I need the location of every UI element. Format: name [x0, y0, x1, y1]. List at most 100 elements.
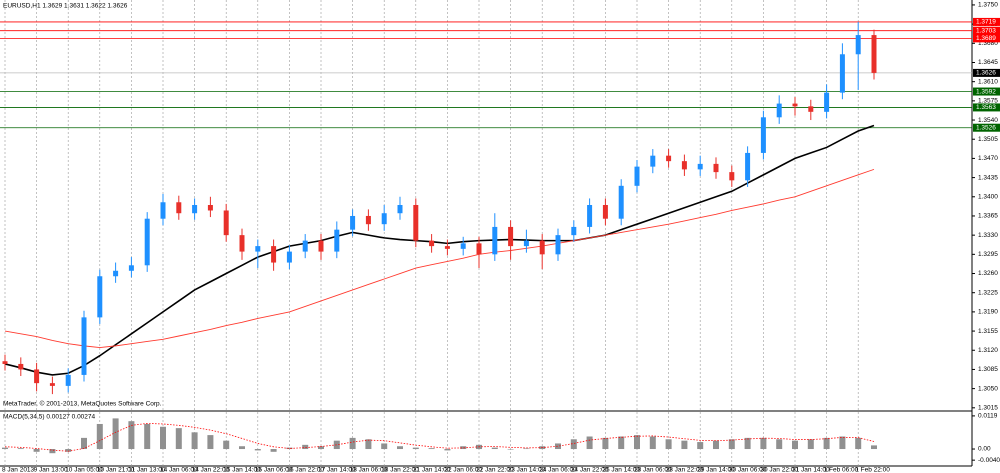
- candle-body: [334, 229, 340, 252]
- candle-body: [634, 166, 640, 186]
- macd-bar: [128, 421, 135, 450]
- macd-bar: [649, 436, 656, 450]
- level-box: [973, 17, 1000, 26]
- macd-bar: [634, 435, 640, 450]
- candle-body: [824, 92, 830, 112]
- candle-body: [429, 240, 435, 247]
- candle-body: [571, 226, 577, 236]
- macd-bar: [728, 439, 735, 450]
- candle-body: [413, 205, 419, 241]
- x-tick-label: 16 Jan 06:00: [255, 467, 293, 473]
- macd-bar: [871, 445, 877, 450]
- macd-bar: [618, 436, 625, 450]
- candle-body: [34, 369, 40, 384]
- y-tick-label: 1.3610: [978, 78, 998, 85]
- macd-bar: [270, 449, 277, 452]
- y-tick-label: 1.3645: [978, 59, 998, 66]
- candle-body: [666, 155, 672, 162]
- x-tick-label: 10 Jan 05:00: [65, 467, 103, 473]
- candle-body: [460, 243, 466, 249]
- y-tick-label: 1.3155: [978, 328, 998, 335]
- macd-bar: [223, 440, 230, 450]
- macd-bar: [207, 435, 214, 450]
- x-tick-label: 11 Jan 13:00: [128, 467, 165, 473]
- x-tick-label: 30 Jan 06:00: [729, 467, 767, 473]
- x-tick-label: 1 Feb 06:00: [824, 467, 859, 473]
- candle-body: [65, 374, 71, 386]
- level-box: [973, 87, 1000, 96]
- x-tick-label: 15 Jan 14:00: [223, 467, 261, 473]
- candle-body: [271, 246, 277, 263]
- candle-body: [792, 103, 798, 107]
- x-tick-label: 29 Jan 14:00: [697, 467, 735, 473]
- macd-bar: [286, 447, 293, 450]
- candle-body: [128, 265, 134, 271]
- moving-average: [4, 124, 875, 376]
- macd-bar: [33, 449, 40, 452]
- x-tick-label: 31 Jan 14:00: [792, 467, 830, 473]
- candle-body: [97, 276, 103, 318]
- candle-body: [776, 103, 782, 118]
- x-tick-label: 1 Feb 22:00: [855, 467, 890, 473]
- x-tick-label: 23 Jan 14:00: [508, 467, 546, 473]
- macd-bar: [144, 423, 151, 450]
- x-tick-label: 18 Jan 22:00: [381, 467, 419, 473]
- x-tick-label: 22 Jan 06:00: [444, 467, 482, 473]
- candle-body: [681, 161, 687, 170]
- macd-bar: [776, 439, 783, 450]
- candle-body: [444, 246, 450, 249]
- candle-body: [302, 240, 308, 252]
- candle-body: [207, 205, 213, 211]
- x-tick-label: 21 Jan 14:00: [413, 467, 451, 473]
- candle-body: [760, 117, 766, 153]
- x-tick-label: 17 Jan 14:00: [318, 467, 356, 473]
- macd-bar: [412, 447, 419, 450]
- macd-bar: [254, 449, 261, 451]
- y-tick-label: 1.3330: [978, 232, 998, 239]
- x-tick-label: 28 Jan 06:00: [634, 467, 672, 473]
- macd-bar: [491, 447, 498, 450]
- x-tick-label: 28 Jan 22:00: [666, 467, 704, 473]
- x-tick-label: 10 Jan 21:00: [97, 467, 135, 473]
- y-tick-label: 1.3120: [978, 347, 998, 354]
- macd-bar: [792, 440, 798, 450]
- macd-bar: [318, 446, 324, 450]
- y-tick-label: 1.3400: [978, 193, 998, 200]
- macd-bar: [381, 443, 388, 450]
- macd-bar: [81, 437, 87, 450]
- macd-bar: [175, 428, 182, 450]
- y-tick-label: 1.3575: [978, 98, 998, 105]
- candle-body: [192, 205, 198, 214]
- copyright: MetaTrader, © 2001-2013, MetaQuotes Soft…: [3, 400, 162, 408]
- y-tick-label: 1.3295: [978, 251, 998, 258]
- x-tick-label: 16 Jan 22:00: [286, 467, 324, 473]
- y-tick-label: 0.0119: [978, 413, 998, 420]
- x-tick-label: 14 Jan 06:00: [160, 467, 198, 473]
- macd-bar: [49, 449, 56, 454]
- y-tick-label: 1.3190: [978, 309, 998, 316]
- candle-body: [397, 205, 403, 214]
- candle-body: [587, 205, 593, 227]
- macd-bar: [428, 448, 435, 450]
- macd-bar: [191, 432, 198, 450]
- macd-bar: [665, 439, 672, 450]
- candle-body: [2, 361, 8, 364]
- y-tick-label: 1.3750: [978, 2, 998, 9]
- candle-body: [602, 205, 608, 219]
- x-tick-label: 14 Jan 22:00: [192, 467, 230, 473]
- macd-bar: [586, 436, 593, 450]
- macd-bar: [17, 448, 24, 450]
- y-tick-label: 1.3260: [978, 270, 998, 277]
- y-tick-label: 1.3015: [978, 405, 998, 412]
- candle-body: [697, 163, 703, 170]
- macd-bar: [602, 437, 609, 450]
- macd-bar: [302, 444, 309, 450]
- level-label: 1.3592: [976, 88, 996, 95]
- y-tick-label: 1.3365: [978, 213, 998, 220]
- macd-bar: [160, 426, 166, 450]
- macd-bar: [523, 448, 530, 450]
- macd-title: MACD(5,34,5) 0.00127 0.00274: [3, 414, 96, 421]
- level-label: 1.3703: [976, 27, 996, 34]
- candle-body: [49, 383, 55, 386]
